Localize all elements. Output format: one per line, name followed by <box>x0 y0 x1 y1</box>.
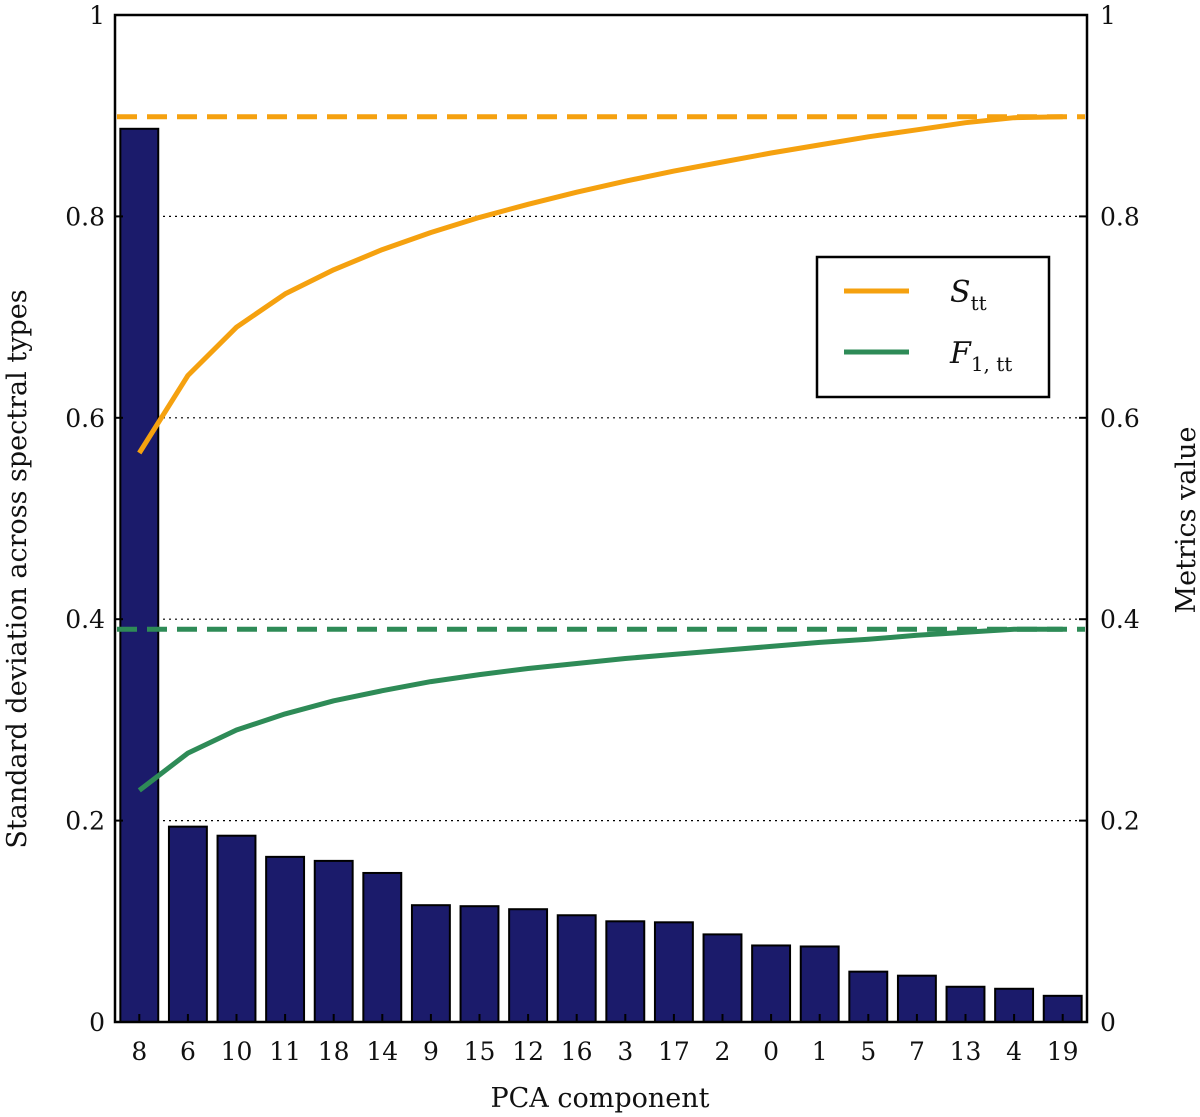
left-tick-label-5: 1 <box>89 1 105 30</box>
x-axis-ticks: 8 6 10 11 18 14 9 15 12 16 3 17 2 0 1 5 7 13 4 19 <box>131 1014 1079 1066</box>
series-line-0 <box>137 114 1063 455</box>
x-tick-label-7: 7 <box>909 1037 925 1066</box>
y-axis-title: Standard deviation across spectral types <box>2 289 33 848</box>
x-tick-label-4: 4 <box>1006 1037 1022 1066</box>
x-tick-label-14: 14 <box>366 1037 398 1066</box>
left-tick-label-1: 0.2 <box>65 807 105 836</box>
x-tick-label-18: 18 <box>318 1037 350 1066</box>
right-tick-label-0: 0 <box>1100 1008 1116 1037</box>
left-tick-label-0: 0 <box>89 1008 105 1037</box>
x-axis-title: PCA component <box>490 1083 709 1114</box>
x-tick-label-5: 5 <box>860 1037 876 1066</box>
bar-9 <box>410 904 451 1023</box>
y2-axis-title: Metrics value <box>1171 427 1200 614</box>
bar-1 <box>799 945 840 1023</box>
plot-frame <box>113 13 1089 1024</box>
left-tick-label-2: 0.4 <box>65 605 105 634</box>
series-line-1 <box>137 626 1063 793</box>
x-tick-label-9: 9 <box>423 1037 439 1066</box>
right-tick-label-5: 1 <box>1100 1 1116 30</box>
bar-16 <box>556 914 597 1023</box>
reference-lines <box>117 114 1085 632</box>
right-tick-label-1: 0.2 <box>1100 807 1140 836</box>
x-tick-label-6: 6 <box>180 1037 196 1066</box>
gridlines <box>115 215 1087 822</box>
metric-lines <box>137 114 1063 793</box>
x-tick-label-12: 12 <box>512 1037 544 1066</box>
x-tick-label-2: 2 <box>715 1037 731 1066</box>
right-axis-ticks: 0 0.2 0.4 0.6 0.8 1 <box>1079 1 1140 1037</box>
x-tick-label-3: 3 <box>617 1037 633 1066</box>
bar-5 <box>848 970 889 1024</box>
right-tick-label-4: 0.8 <box>1100 202 1140 231</box>
x-tick-label-19: 19 <box>1047 1037 1079 1066</box>
bar-10 <box>216 834 257 1024</box>
x-tick-label-1: 1 <box>812 1037 828 1066</box>
right-tick-label-3: 0.6 <box>1100 404 1140 433</box>
bar-8 <box>119 127 160 1023</box>
bar-15 <box>459 905 500 1024</box>
legend-label-s-tt: Stt <box>950 275 987 315</box>
x-tick-label-8: 8 <box>131 1037 147 1066</box>
left-axis-ticks: 0 0.2 0.4 0.6 0.8 1 <box>65 1 123 1037</box>
legend: Stt F1, tt <box>815 255 1051 399</box>
legend-box <box>815 255 1051 399</box>
right-tick-label-2: 0.4 <box>1100 605 1140 634</box>
x-tick-label-16: 16 <box>561 1037 593 1066</box>
x-tick-label-15: 15 <box>464 1037 496 1066</box>
left-tick-label-4: 0.8 <box>65 202 105 231</box>
x-tick-label-17: 17 <box>658 1037 690 1066</box>
bar-6 <box>167 825 208 1024</box>
left-tick-label-3: 0.6 <box>65 404 105 433</box>
bar-3 <box>605 920 646 1023</box>
bar-11 <box>265 855 306 1023</box>
bar-12 <box>508 908 549 1023</box>
bar-2 <box>702 933 743 1023</box>
x-tick-label-10: 10 <box>221 1037 253 1066</box>
legend-label-f1-tt: F1, tt <box>949 336 1012 376</box>
bar-18 <box>313 859 354 1023</box>
bar-17 <box>653 921 694 1024</box>
bar-14 <box>362 871 403 1023</box>
x-tick-label-0: 0 <box>763 1037 779 1066</box>
x-tick-label-13: 13 <box>950 1037 982 1066</box>
bar-0 <box>751 944 792 1024</box>
x-tick-label-11: 11 <box>269 1037 301 1066</box>
